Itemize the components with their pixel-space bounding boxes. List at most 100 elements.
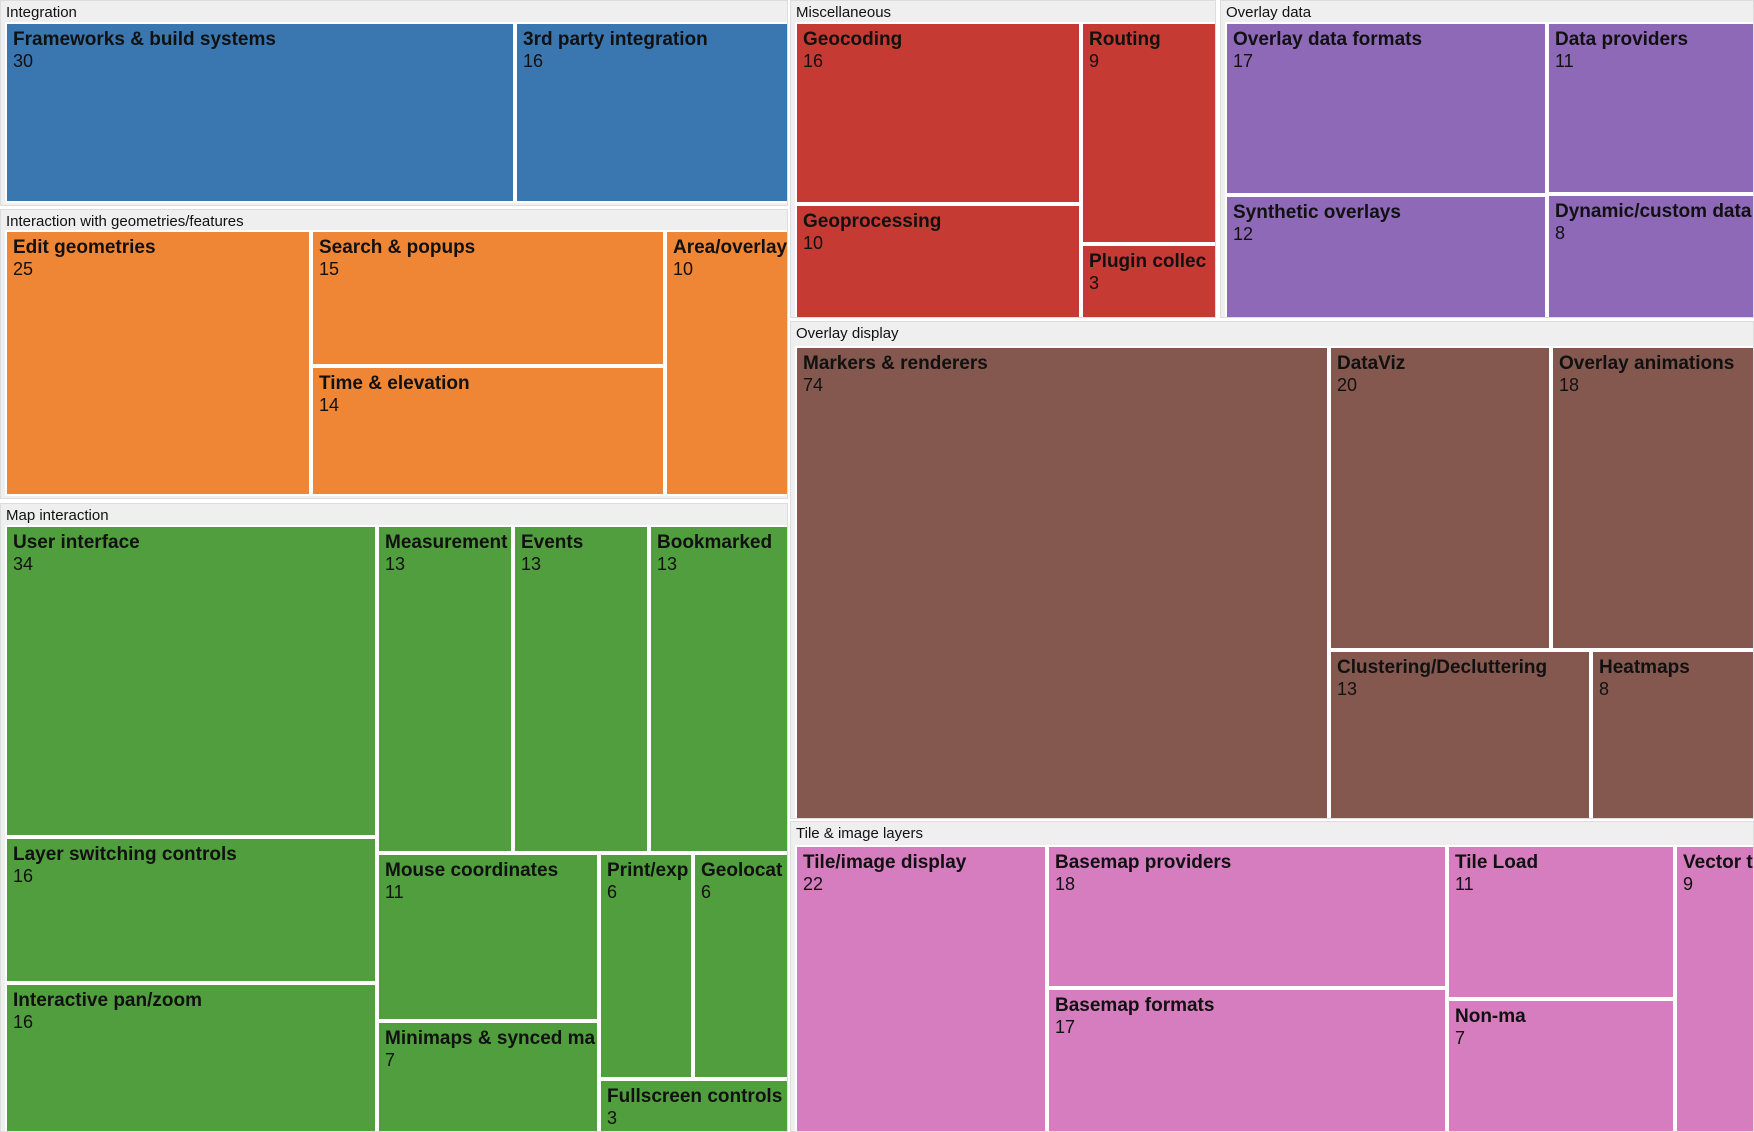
treemap-cell-label: Tile/image display <box>803 852 967 873</box>
treemap-cell-value: 18 <box>1055 874 1076 894</box>
treemap-cell: Area/overlay 10 <box>665 230 787 496</box>
treemap-cell: Routing 9 <box>1081 22 1215 244</box>
treemap-group: Interaction with geometries/features Edit… <box>0 209 788 499</box>
treemap-cell-value: 8 <box>1555 223 1566 243</box>
treemap-cell: Print/exp 6 <box>599 853 693 1079</box>
treemap-cell: Basemap formats 17 <box>1047 988 1447 1131</box>
treemap-cell-label: DataViz <box>1337 353 1406 374</box>
treemap-group-label: Overlay display <box>796 325 899 342</box>
treemap-cell: 3rd party integration 16 <box>515 22 787 203</box>
treemap-group-label: Miscellaneous <box>796 4 892 21</box>
treemap-cell: Frameworks & build systems 30 <box>5 22 515 203</box>
treemap-cell-value: 7 <box>385 1050 396 1070</box>
treemap-cell-label: Markers & renderers <box>803 353 988 374</box>
treemap-cell-value: 13 <box>1337 679 1358 699</box>
treemap-cell-value: 17 <box>1233 51 1254 71</box>
treemap-cell: Mouse coordinates 11 <box>377 853 599 1021</box>
treemap-cell-label: Dynamic/custom data <box>1555 201 1752 222</box>
treemap-group-label: Overlay data <box>1226 4 1312 21</box>
treemap-cell: Interactive pan/zoom 16 <box>5 983 377 1131</box>
treemap-cell-value: 17 <box>1055 1017 1076 1037</box>
treemap-cell: Plugin collec 3 <box>1081 244 1215 317</box>
treemap-cell: Fullscreen controls 3 <box>599 1079 787 1131</box>
treemap-cell-label: Time & elevation <box>319 373 470 394</box>
treemap-cell-label: Vector tiles <box>1683 852 1753 873</box>
treemap-cell: Clustering/Decluttering 13 <box>1329 650 1591 818</box>
treemap-cell-value: 25 <box>13 259 34 279</box>
treemap-cell: Non-ma 7 <box>1447 999 1675 1131</box>
treemap-cell-value: 16 <box>803 51 824 71</box>
treemap-group: Overlay display Markers & renderers 74 Data… <box>790 321 1754 819</box>
treemap-cell-label: Minimaps & synced ma <box>385 1028 596 1049</box>
treemap-group-label: Interaction with geometries/features <box>6 213 244 230</box>
treemap-cell: Heatmaps 8 <box>1591 650 1753 818</box>
treemap-cell-value: 11 <box>1455 874 1474 894</box>
treemap-cell-label: Search & popups <box>319 237 476 258</box>
treemap-cell-value: 8 <box>1599 679 1610 699</box>
treemap-cell-value: 12 <box>1233 224 1254 244</box>
treemap-group-label: Map interaction <box>6 507 109 524</box>
treemap-cell-label: Fullscreen controls <box>607 1086 783 1107</box>
treemap-cell-label: Geolocat <box>701 860 783 881</box>
treemap-cell-label: Tile Load <box>1455 852 1539 873</box>
treemap-cell: Bookmarked 13 <box>649 525 787 853</box>
treemap-cell-value: 20 <box>1337 375 1358 395</box>
treemap-cell: Tile/image display 22 <box>795 845 1047 1131</box>
treemap-cell-label: Edit geometries <box>13 237 156 258</box>
treemap-cell-value: 10 <box>803 233 824 253</box>
treemap-group-label: Integration <box>6 4 77 21</box>
treemap-cell-value: 18 <box>1559 375 1580 395</box>
treemap-cell-label: 3rd party integration <box>523 29 708 50</box>
treemap-cell-value: 15 <box>319 259 340 279</box>
treemap-cell: Overlay data formats 17 <box>1225 22 1547 195</box>
treemap-cell: Overlay animations 18 <box>1551 346 1753 650</box>
treemap-group: Tile & image layers Tile/image display 22 B… <box>790 821 1754 1132</box>
treemap-cell: Events 13 <box>513 525 649 853</box>
treemap-cell-label: Layer switching controls <box>13 844 237 865</box>
treemap-cell-label: Mouse coordinates <box>385 860 559 881</box>
treemap-cell-label: Interactive pan/zoom <box>13 990 202 1011</box>
treemap-cell-value: 13 <box>385 554 406 574</box>
treemap-cell-value: 9 <box>1683 874 1694 894</box>
treemap-cell-value: 30 <box>13 51 34 71</box>
treemap-group: Overlay data Overlay data formats 17 Data p… <box>1220 0 1754 318</box>
treemap-cell: Edit geometries 25 <box>5 230 311 496</box>
treemap-group: Map interaction User interface 34 Layer swi… <box>0 503 788 1132</box>
treemap-cell: Search & popups 15 <box>311 230 665 366</box>
treemap-cell: Geocoding 16 <box>795 22 1081 204</box>
treemap-cell-label: Measurement <box>385 532 508 553</box>
treemap-cell-value: 16 <box>523 51 544 71</box>
treemap-cell-value: 13 <box>521 554 542 574</box>
treemap-cell: Vector tiles9 <box>1675 845 1753 1131</box>
treemap-cell-value: 22 <box>803 874 824 894</box>
treemap-cell-label: Area/overlay <box>673 237 787 258</box>
treemap-cell-label: Basemap providers <box>1055 852 1232 873</box>
treemap-cell-label: Geoprocessing <box>803 211 942 232</box>
treemap-cell-label: Basemap formats <box>1055 995 1215 1016</box>
treemap-group: Integration Frameworks & build systems 30 3… <box>0 0 788 206</box>
treemap-cell: Geolocat 6 <box>693 853 787 1079</box>
treemap-cell-label: Clustering/Decluttering <box>1337 657 1548 678</box>
treemap-cell-label: Overlay animations <box>1559 353 1735 374</box>
treemap-cell-value: 14 <box>319 395 340 415</box>
treemap-cell-label: Print/exp <box>607 860 689 881</box>
treemap-cell-value: 3 <box>607 1108 618 1128</box>
treemap-cell-label: Synthetic overlays <box>1233 202 1401 223</box>
treemap-cell-label: Geocoding <box>803 29 903 50</box>
treemap-cell-value: 6 <box>701 882 712 902</box>
treemap-cell-value: 3 <box>1089 273 1100 293</box>
treemap-cell-label: Plugin collec <box>1089 251 1207 272</box>
treemap-cell: Time & elevation 14 <box>311 366 665 496</box>
treemap-cell: Dynamic/custom data 8 <box>1547 194 1753 317</box>
treemap-cell: User interface 34 <box>5 525 377 837</box>
treemap-cell-value: 11 <box>1555 51 1574 71</box>
treemap-cell: Layer switching controls 16 <box>5 837 377 983</box>
treemap-cell: DataViz 20 <box>1329 346 1551 650</box>
treemap-group-label: Tile & image layers <box>796 825 923 842</box>
treemap-cell: Basemap providers 18 <box>1047 845 1447 988</box>
treemap-cell-label: Bookmarked <box>657 532 773 553</box>
treemap-cell-label: Routing <box>1089 29 1161 50</box>
treemap-cell-label: Data providers <box>1555 29 1689 50</box>
treemap-cell: Data providers 11 <box>1547 22 1753 194</box>
